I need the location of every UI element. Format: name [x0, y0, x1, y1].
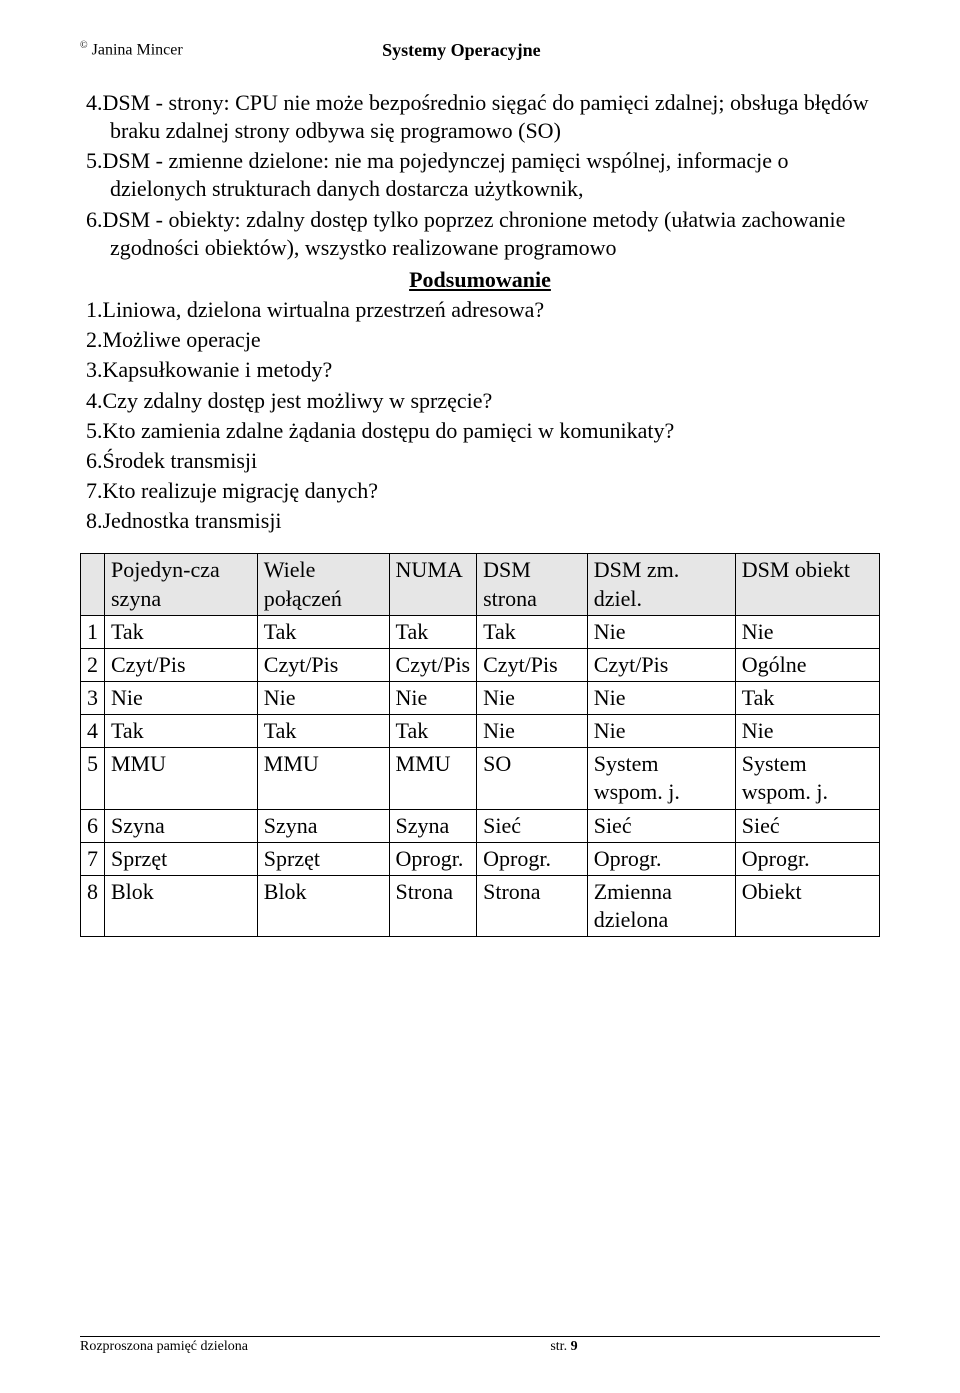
table-cell: Czyt/Pis	[257, 648, 389, 681]
table-cell: MMU	[105, 748, 258, 809]
body-text: 4.DSM - strony: CPU nie może bezpośredni…	[80, 89, 880, 937]
table-row: 4 Tak Tak Tak Nie Nie Nie	[81, 715, 880, 748]
table-cell: Oprogr.	[587, 842, 735, 875]
table-cell: Nie	[587, 681, 735, 714]
table-cell: Oprogr.	[477, 842, 588, 875]
table-cell: 1	[81, 615, 105, 648]
table-cell: Czyt/Pis	[477, 648, 588, 681]
table-header-cell: Wiele połączeń	[257, 554, 389, 615]
table-cell: Tak	[735, 681, 879, 714]
table-cell: 8	[81, 875, 105, 936]
table-cell: Tak	[477, 615, 588, 648]
table-header-row: Pojedyn-cza szyna Wiele połączeń NUMA DS…	[81, 554, 880, 615]
table-cell: Nie	[735, 715, 879, 748]
footer-page-number: 9	[571, 1339, 578, 1354]
table-cell: Strona	[389, 875, 477, 936]
table-cell: Czyt/Pis	[389, 648, 477, 681]
table-header-cell: DSM obiekt	[735, 554, 879, 615]
table-cell: MMU	[389, 748, 477, 809]
table-cell: Ogólne	[735, 648, 879, 681]
list-item: 7.Kto realizuje migrację danych?	[80, 477, 880, 505]
list-item: 6.Środek transmisji	[80, 447, 880, 475]
table-row: 1 Tak Tak Tak Tak Nie Nie	[81, 615, 880, 648]
list-item: 2.Możliwe operacje	[80, 326, 880, 354]
table-cell: Tak	[257, 715, 389, 748]
table-cell: Obiekt	[735, 875, 879, 936]
table-cell: 2	[81, 648, 105, 681]
table-cell: Szyna	[105, 809, 258, 842]
table-cell: Oprogr.	[389, 842, 477, 875]
table-cell: Nie	[587, 715, 735, 748]
table-cell: Nie	[477, 681, 588, 714]
table-cell: Szyna	[257, 809, 389, 842]
table-cell: Tak	[257, 615, 389, 648]
table-header-cell: DSM strona	[477, 554, 588, 615]
table-cell: MMU	[257, 748, 389, 809]
list-item: 5.Kto zamienia zdalne żądania dostępu do…	[80, 417, 880, 445]
list-item: 5.DSM - zmienne dzielone: nie ma pojedyn…	[80, 147, 880, 203]
table-row: 3 Nie Nie Nie Nie Nie Tak	[81, 681, 880, 714]
list-item: 8.Jednostka transmisji	[80, 507, 880, 535]
table-cell: 6	[81, 809, 105, 842]
footer-left: Rozproszona pamięć dzielona	[80, 1339, 248, 1355]
table-cell: Sieć	[587, 809, 735, 842]
footer-page-label: str.	[550, 1339, 567, 1354]
table-cell: Szyna	[389, 809, 477, 842]
table-cell: Nie	[389, 681, 477, 714]
page-header: © Janina Mincer Systemy Operacyjne	[80, 40, 880, 61]
table-row: 2 Czyt/Pis Czyt/Pis Czyt/Pis Czyt/Pis Cz…	[81, 648, 880, 681]
table-row: 5 MMU MMU MMU SO System wspom. j. System…	[81, 748, 880, 809]
list-item: 3.Kapsułkowanie i metody?	[80, 356, 880, 384]
table-cell: SO	[477, 748, 588, 809]
table-header-cell: NUMA	[389, 554, 477, 615]
table-cell: Sieć	[735, 809, 879, 842]
copyright-symbol: ©	[80, 40, 88, 51]
table-cell: Tak	[105, 615, 258, 648]
comparison-table: Pojedyn-cza szyna Wiele połączeń NUMA DS…	[80, 553, 880, 937]
table-cell: Nie	[105, 681, 258, 714]
header-spacer	[740, 40, 880, 61]
table-cell: Tak	[105, 715, 258, 748]
table-header-cell: Pojedyn-cza szyna	[105, 554, 258, 615]
list-item: 1.Liniowa, dzielona wirtualna przestrzeń…	[80, 296, 880, 324]
table-row: 7 Sprzęt Sprzęt Oprogr. Oprogr. Oprogr. …	[81, 842, 880, 875]
table-cell: Czyt/Pis	[105, 648, 258, 681]
page: © Janina Mincer Systemy Operacyjne 4.DSM…	[0, 0, 960, 1393]
table-cell: Nie	[587, 615, 735, 648]
list-item: 4.Czy zdalny dostęp jest możliwy w sprzę…	[80, 387, 880, 415]
table-cell: 7	[81, 842, 105, 875]
table-cell: Tak	[389, 715, 477, 748]
table-cell: Blok	[105, 875, 258, 936]
table-cell: Tak	[389, 615, 477, 648]
table-cell: Sprzęt	[257, 842, 389, 875]
table-cell: Nie	[257, 681, 389, 714]
table-cell: Strona	[477, 875, 588, 936]
table-cell: System wspom. j.	[587, 748, 735, 809]
table-cell: Nie	[735, 615, 879, 648]
table-cell: Oprogr.	[735, 842, 879, 875]
table-header-cell: DSM zm. dziel.	[587, 554, 735, 615]
page-footer: Rozproszona pamięć dzielona str. 9	[80, 1336, 880, 1355]
table-cell: 5	[81, 748, 105, 809]
table-cell: Sieć	[477, 809, 588, 842]
header-left: © Janina Mincer	[80, 40, 183, 61]
header-title: Systemy Operacyjne	[183, 40, 740, 61]
table-header-cell	[81, 554, 105, 615]
table-row: 6 Szyna Szyna Szyna Sieć Sieć Sieć	[81, 809, 880, 842]
table-cell: Zmienna dzielona	[587, 875, 735, 936]
table-cell: Nie	[477, 715, 588, 748]
table-cell: Czyt/Pis	[587, 648, 735, 681]
table-row: 8 Blok Blok Strona Strona Zmienna dzielo…	[81, 875, 880, 936]
table-cell: System wspom. j.	[735, 748, 879, 809]
table-cell: Blok	[257, 875, 389, 936]
table-cell: 3	[81, 681, 105, 714]
subheading: Podsumowanie	[80, 266, 880, 294]
table-cell: 4	[81, 715, 105, 748]
table-cell: Sprzęt	[105, 842, 258, 875]
list-item: 4.DSM - strony: CPU nie może bezpośredni…	[80, 89, 880, 145]
author-name: Janina Mincer	[92, 41, 183, 58]
footer-page: str. 9	[248, 1339, 880, 1355]
list-item: 6.DSM - obiekty: zdalny dostęp tylko pop…	[80, 206, 880, 262]
